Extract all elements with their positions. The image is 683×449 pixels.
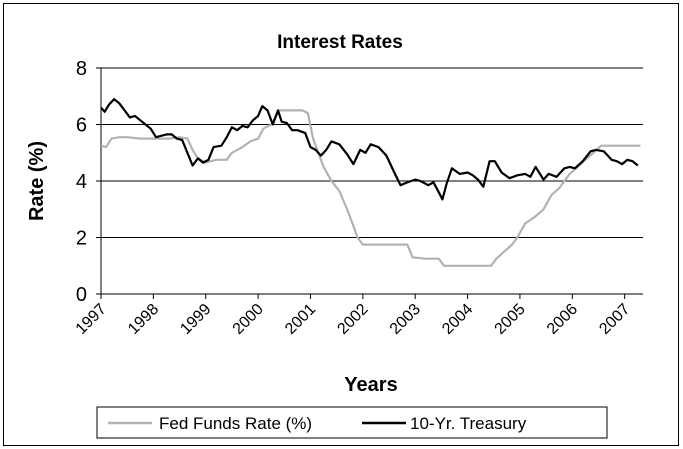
x-axis-ticks: 1997 1998 1999 2000 2001 2002 2003 2004 2005 2006… [73, 294, 634, 338]
y-tick-label: 6 [76, 115, 87, 137]
x-tick-label: 2004 [439, 301, 476, 338]
chart-title: Interest Rates [277, 32, 403, 53]
x-tick-label: 1998 [125, 301, 162, 338]
x-tick-label: 2005 [492, 301, 529, 338]
y-tick-label: 4 [76, 171, 87, 193]
legend-label-fed-funds: Fed Funds Rate (%) [159, 414, 312, 433]
series-layer [100, 98, 641, 267]
fed-funds-rate-line [100, 109, 641, 267]
y-tick-label: 0 [76, 284, 87, 306]
legend: Fed Funds Rate (%) 10-Yr. Treasury [96, 406, 608, 439]
gridlines [101, 67, 643, 238]
legend-label-treasury: 10-Yr. Treasury [410, 414, 527, 433]
chart-frame [3, 3, 679, 446]
y-tick-label: 8 [76, 58, 87, 80]
x-tick-label: 2001 [282, 301, 319, 338]
y-axis-ticks: 0 2 4 6 8 [76, 58, 101, 306]
x-tick-label: 2002 [334, 301, 371, 338]
x-tick-label: 1997 [73, 301, 110, 338]
y-axis-title: Rate (%) [26, 141, 48, 221]
x-axis-title: Years [344, 374, 397, 396]
treasury-10yr-line [100, 98, 639, 201]
x-tick-label: 2007 [596, 301, 633, 338]
x-tick-label: 2006 [544, 301, 581, 338]
x-tick-label: 2000 [230, 301, 267, 338]
y-tick-label: 2 [76, 228, 87, 250]
legend-box [96, 406, 608, 439]
x-tick-label: 2003 [387, 301, 424, 338]
x-tick-label: 1999 [177, 301, 214, 338]
